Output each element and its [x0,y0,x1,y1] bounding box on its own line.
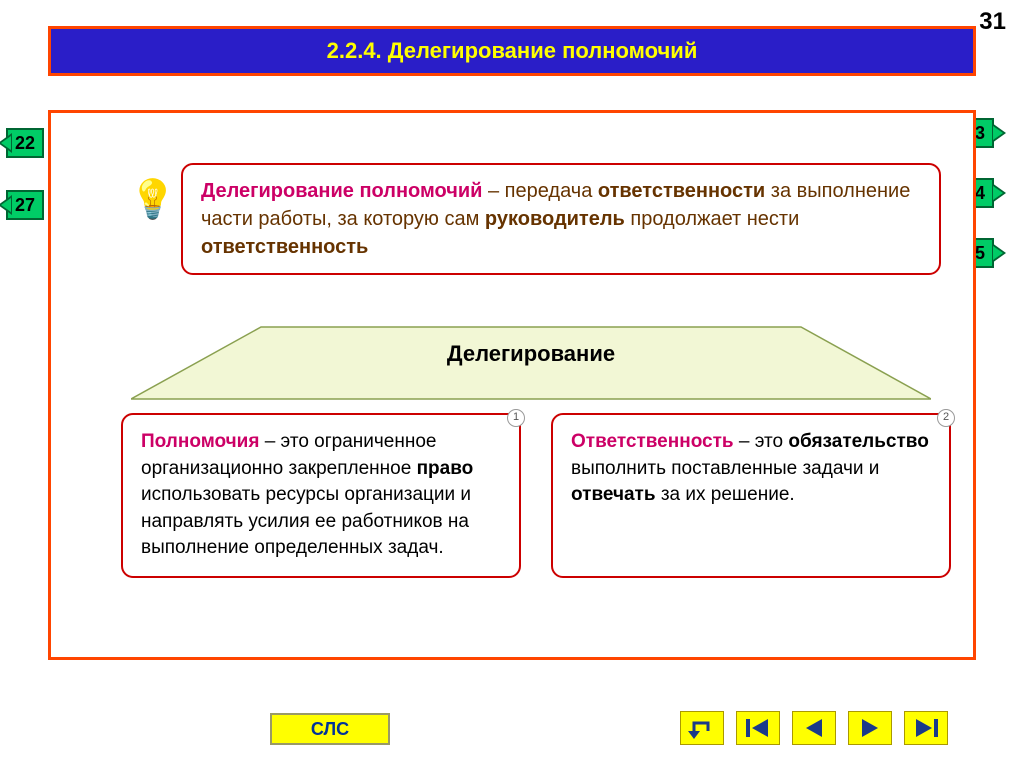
nav-link-label: 22 [15,133,35,154]
box-number: 1 [507,409,525,427]
footer-nav: СЛС [0,703,1024,749]
box-text: за их решение. [656,484,795,505]
box-bold: обязательство [788,431,928,452]
box-text: выполнить поставленные задачи и [571,458,879,479]
box-number: 2 [937,409,955,427]
title-text: 2.2.4. Делегирование полномочий [327,38,698,64]
arrow-right-icon [992,123,1006,148]
prev-button[interactable] [792,711,836,745]
title-bar: 2.2.4. Делегирование полномочий [48,26,976,76]
return-button[interactable] [680,711,724,745]
sls-button[interactable]: СЛС [270,713,390,745]
box-bold: отвечать [571,484,656,505]
first-button[interactable] [736,711,780,745]
last-button[interactable] [904,711,948,745]
arrow-right-icon [992,183,1006,208]
next-button[interactable] [848,711,892,745]
box-bold: право [417,458,474,479]
box-term: Полномочия [141,431,259,452]
lightbulb-icon: 💡 [129,178,176,222]
nav-link-label: 27 [15,195,35,216]
def-text: продолжает нести [625,208,799,230]
box-text: – это [734,431,789,452]
def-bold: ответственность [201,236,368,258]
trapezoid-label: Делегирование [261,341,801,367]
sls-label: СЛС [311,719,349,740]
page-number: 31 [979,8,1006,36]
def-bold: ответственности [598,180,765,202]
def-term: Делегирование полномочий [201,180,482,202]
box-term: Ответственность [571,431,734,452]
authority-box: 1 Полномочия – это ограниченное организа… [121,413,521,578]
arrow-right-icon [992,243,1006,268]
arrow-left-icon [0,195,12,220]
box-text: использовать ресурсы организации и напра… [141,484,471,558]
responsibility-box: 2 Ответственность – это обязательство вы… [551,413,951,578]
definition-box: Делегирование полномочий – передача отве… [181,163,941,275]
content-frame: 💡 Делегирование полномочий – передача от… [48,110,976,660]
trapezoid-diagram: Делегирование [131,323,931,403]
def-text: – передача [482,180,597,202]
def-bold: руководитель [485,208,625,230]
two-columns: 1 Полномочия – это ограниченное организа… [121,413,951,578]
arrow-left-icon [0,133,12,158]
